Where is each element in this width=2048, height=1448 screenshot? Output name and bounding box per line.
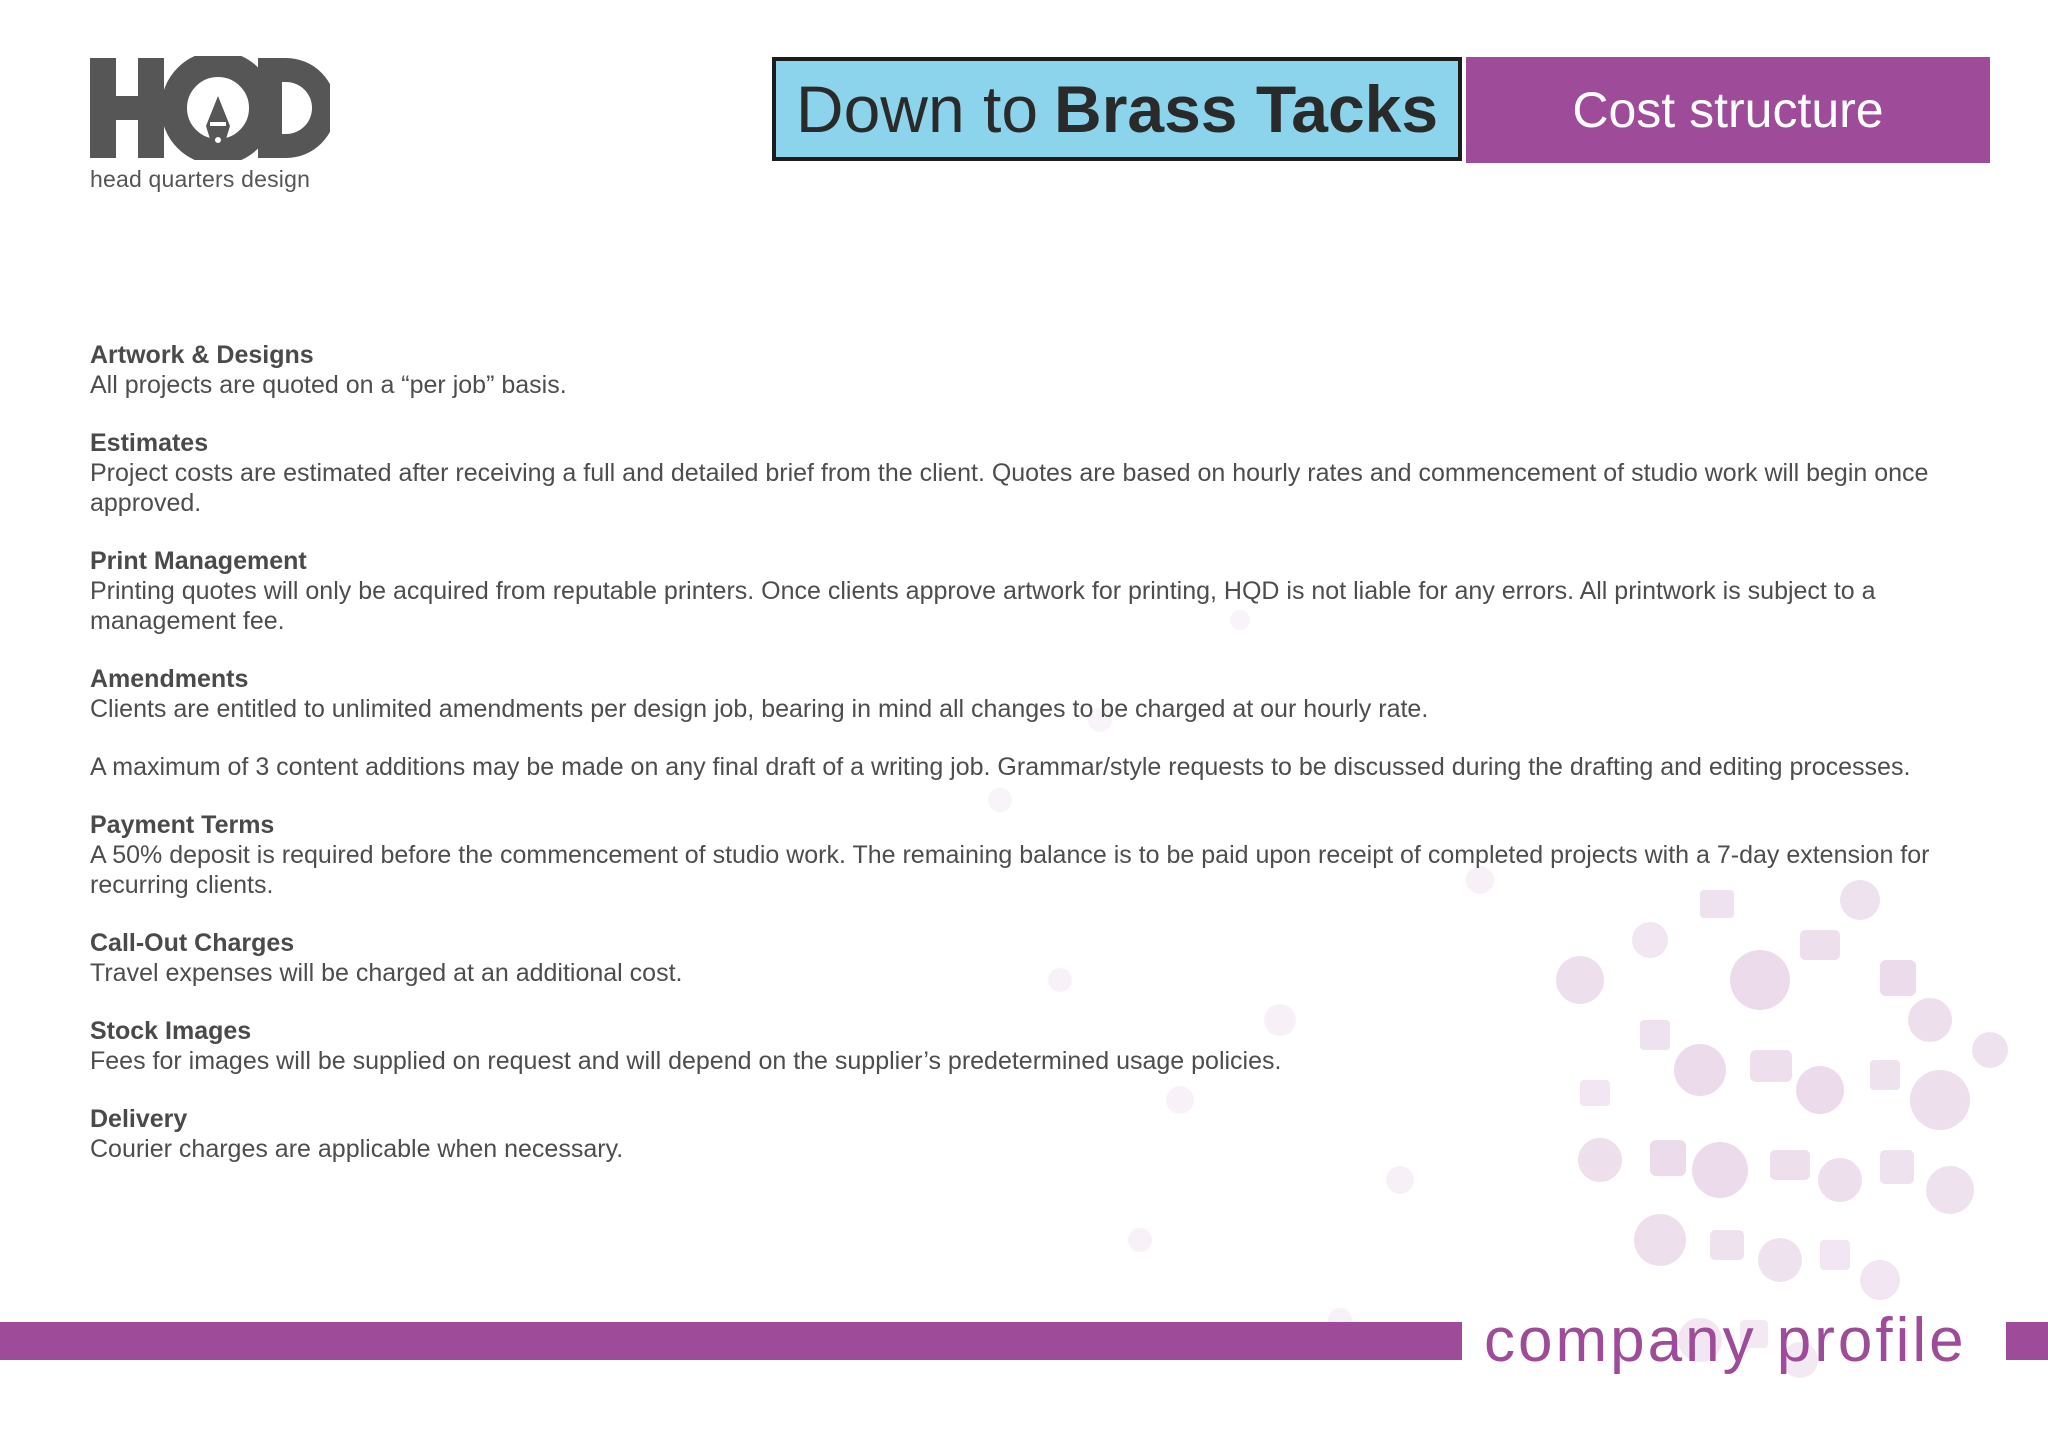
section-body: Printing quotes will only be acquired fr… [90, 577, 1876, 635]
hqd-logo-mark [90, 56, 330, 160]
section-payment-terms: Payment Terms A 50% deposit is required … [90, 810, 1970, 900]
logo-tagline: head quarters design [90, 166, 311, 192]
section-heading: Print Management [90, 547, 307, 575]
section-estimates: Estimates Project costs are estimated af… [90, 428, 1970, 518]
section-heading: Amendments [90, 665, 249, 693]
section-heading: Artwork & Designs [90, 341, 314, 369]
section-body: A 50% deposit is required before the com… [90, 841, 1930, 899]
section-body: Fees for images will be supplied on requ… [90, 1047, 1282, 1075]
section-label: Cost structure [1572, 82, 1884, 138]
section-heading: Payment Terms [90, 811, 275, 839]
title-bold: Brass Tacks [1054, 72, 1439, 146]
section-artwork-designs: Artwork & Designs All projects are quote… [90, 340, 1970, 400]
page-title-banner: Down to Brass Tacks [772, 57, 1462, 161]
footer-bar [0, 1322, 1462, 1360]
section-print-management: Print Management Printing quotes will on… [90, 546, 1970, 636]
social-icons-watermark [988, 610, 2008, 1378]
section-heading: Estimates [90, 429, 209, 457]
section-heading: Stock Images [90, 1017, 252, 1045]
section-amendments: Amendments Clients are entitled to unlim… [90, 664, 1970, 724]
footer-label: company profile [1484, 1306, 1967, 1375]
section-delivery: Delivery Courier charges are applicable … [90, 1104, 1970, 1164]
section-body: Clients are entitled to unlimited amendm… [90, 695, 1429, 723]
section-body: Project costs are estimated after receiv… [90, 459, 1929, 517]
footer-bar-end [2006, 1322, 2048, 1360]
cost-structure-content: Artwork & Designs All projects are quote… [90, 340, 1970, 1192]
section-call-out-charges: Call-Out Charges Travel expenses will be… [90, 928, 1970, 988]
company-logo: head quarters design [90, 56, 340, 193]
section-body: A maximum of 3 content additions may be … [90, 753, 1911, 781]
section-body: All projects are quoted on a “per job” b… [90, 371, 567, 399]
section-label-banner: Cost structure [1466, 57, 1990, 163]
section-body: Courier charges are applicable when nece… [90, 1135, 624, 1163]
section-heading: Call-Out Charges [90, 929, 295, 957]
section-heading: Delivery [90, 1105, 188, 1133]
section-stock-images: Stock Images Fees for images will be sup… [90, 1016, 1970, 1076]
title-regular: Down to [795, 72, 1039, 146]
section-content-additions: A maximum of 3 content additions may be … [90, 752, 1970, 782]
section-body: Travel expenses will be charged at an ad… [90, 959, 683, 987]
